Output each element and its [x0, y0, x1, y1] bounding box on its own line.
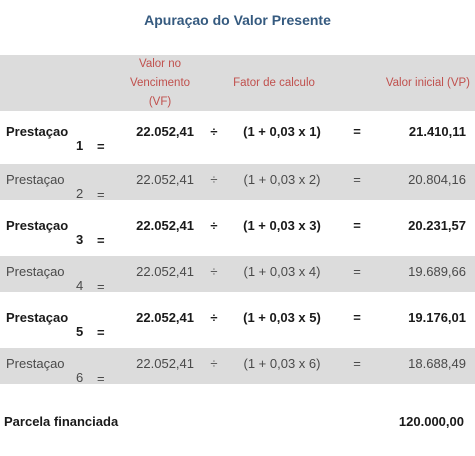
- row-equals-2: =: [353, 124, 361, 139]
- page-title: Apuraçao do Valor Presente: [144, 12, 331, 28]
- row-divide: ÷: [210, 172, 218, 187]
- row-vf: 22.052,41: [136, 218, 194, 233]
- row-fator: (1 + 0,03 x 4): [243, 264, 321, 279]
- row-divide: ÷: [210, 356, 218, 371]
- row-divide: ÷: [210, 124, 218, 139]
- row-equals: =: [97, 279, 105, 294]
- row-vp: 18.688,49: [408, 356, 466, 371]
- table-row: Prestaçao 5 = 22.052,41 ÷ (1 + 0,03 x 5)…: [0, 302, 475, 340]
- row-vf: 22.052,41: [136, 124, 194, 139]
- row-divide: ÷: [210, 218, 218, 233]
- row-divide: ÷: [210, 264, 218, 279]
- row-equals: =: [97, 187, 105, 202]
- row-number: 4: [76, 278, 84, 293]
- row-equals-2: =: [353, 310, 361, 325]
- row-vf: 22.052,41: [136, 356, 194, 371]
- header-vf-line3: (VF): [148, 96, 172, 108]
- row-label: Prestaçao: [6, 124, 69, 139]
- row-number: 3: [76, 232, 84, 247]
- row-fator: (1 + 0,03 x 6): [243, 356, 321, 371]
- row-equals: =: [97, 233, 105, 248]
- row-label: Prestaçao: [6, 356, 65, 371]
- row-equals-2: =: [353, 218, 361, 233]
- total-value: 120.000,00: [398, 414, 464, 429]
- header-vp: Valor inicial (VP): [385, 77, 470, 89]
- row-label: Prestaçao: [6, 310, 69, 325]
- row-label: Prestaçao: [6, 172, 65, 187]
- row-equals-2: =: [353, 356, 361, 371]
- row-equals-2: =: [353, 172, 361, 187]
- header-vf-line1: Valor no: [139, 58, 181, 70]
- table-row: Prestaçao 3 = 22.052,41 ÷ (1 + 0,03 x 3)…: [0, 210, 475, 248]
- row-vp: 20.231,57: [408, 218, 466, 233]
- row-equals: =: [97, 371, 105, 386]
- row-label: Prestaçao: [6, 264, 65, 279]
- header-vf: Valor no Vencimento (VF): [124, 55, 196, 112]
- total-label: Parcela financiada: [4, 414, 119, 429]
- row-equals: =: [97, 139, 105, 154]
- table-row: Prestaçao 2 = 22.052,41 ÷ (1 + 0,03 x 2)…: [0, 164, 475, 202]
- row-number: 6: [76, 370, 84, 385]
- row-vp: 21.410,11: [408, 124, 466, 139]
- header-fator: Fator de calculo: [233, 77, 315, 89]
- row-number: 1: [76, 138, 84, 153]
- row-divide: ÷: [210, 310, 218, 325]
- table-header: Valor no Vencimento (VF) Fator de calcul…: [0, 55, 475, 111]
- header-vf-line2: Vencimento: [129, 77, 191, 89]
- row-vp: 19.176,01: [408, 310, 466, 325]
- row-vp: 20.804,16: [408, 172, 466, 187]
- row-vf: 22.052,41: [136, 264, 194, 279]
- table-row: Prestaçao 1 = 22.052,41 ÷ (1 + 0,03 x 1)…: [0, 116, 475, 154]
- row-fator: (1 + 0,03 x 2): [243, 172, 321, 187]
- row-number: 2: [76, 186, 84, 201]
- row-vf: 22.052,41: [136, 310, 194, 325]
- row-fator: (1 + 0,03 x 3): [243, 218, 321, 233]
- row-fator: (1 + 0,03 x 5): [243, 310, 321, 325]
- row-equals-2: =: [353, 264, 361, 279]
- table-row: Prestaçao 6 = 22.052,41 ÷ (1 + 0,03 x 6)…: [0, 348, 475, 386]
- row-label: Prestaçao: [6, 218, 69, 233]
- row-vp: 19.689,66: [408, 264, 466, 279]
- row-equals: =: [97, 325, 105, 340]
- row-vf: 22.052,41: [136, 172, 194, 187]
- row-fator: (1 + 0,03 x 1): [243, 124, 321, 139]
- table-row: Prestaçao 4 = 22.052,41 ÷ (1 + 0,03 x 4)…: [0, 256, 475, 294]
- row-number: 5: [76, 324, 84, 339]
